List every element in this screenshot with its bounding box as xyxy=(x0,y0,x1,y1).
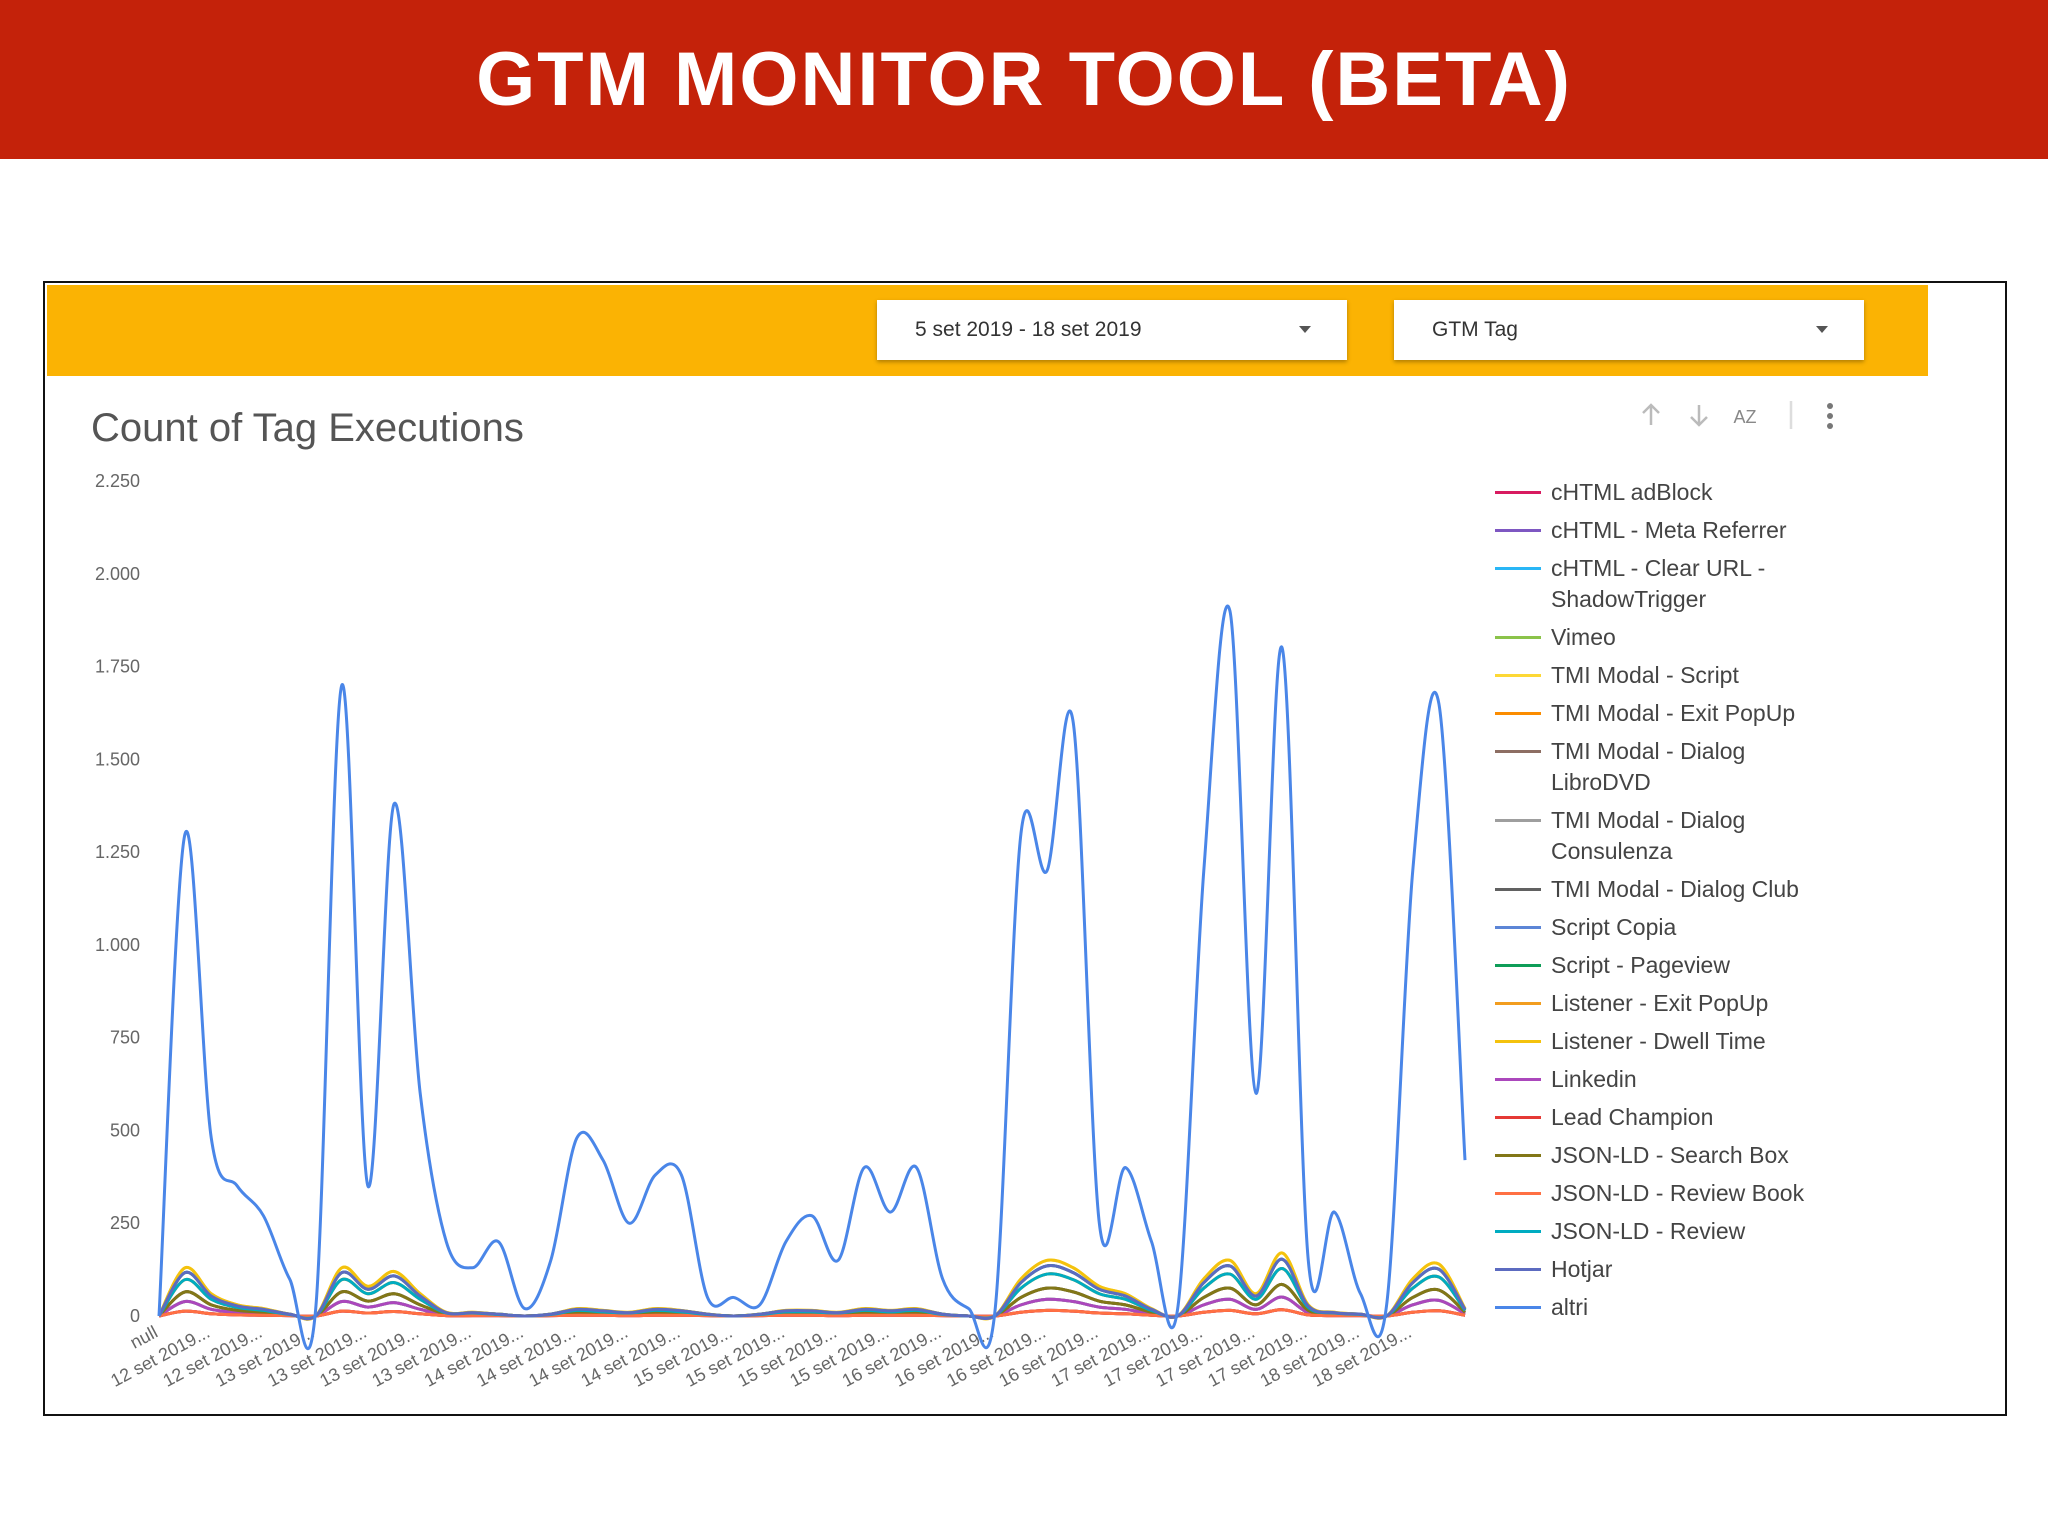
more-icon[interactable] xyxy=(1827,403,1833,429)
legend-item[interactable]: JSON-LD - Search Box xyxy=(1495,1140,1806,1171)
legend-item[interactable]: TMI Modal - Script xyxy=(1495,660,1806,691)
legend-swatch xyxy=(1495,712,1541,715)
series-line xyxy=(158,1308,1466,1318)
legend-item[interactable]: cHTML - Clear URL - ShadowTrigger xyxy=(1495,553,1806,615)
y-tick-label: 500 xyxy=(110,1120,140,1140)
legend-swatch xyxy=(1495,674,1541,677)
legend-swatch xyxy=(1495,1154,1541,1157)
series-line xyxy=(157,604,1467,1351)
date-range-text: 5 set 2019 - 18 set 2019 xyxy=(915,318,1142,341)
legend-swatch xyxy=(1495,819,1541,822)
y-tick-label: 0 xyxy=(130,1306,140,1326)
date-range-dropdown[interactable]: 5 set 2019 - 18 set 2019 xyxy=(877,300,1347,360)
legend-item[interactable]: Vimeo xyxy=(1495,622,1806,653)
legend-swatch xyxy=(1495,567,1541,570)
legend-label: Listener - Exit PopUp xyxy=(1551,990,1769,1016)
y-tick-label: 1.250 xyxy=(95,842,140,862)
legend-item[interactable]: cHTML - Meta Referrer xyxy=(1495,515,1806,546)
filter-bar: 5 set 2019 - 18 set 2019 GTM Tag xyxy=(47,285,1928,376)
chart-title: Count of Tag Executions xyxy=(91,406,524,450)
series-line xyxy=(157,1257,1467,1321)
tag-dropdown[interactable]: GTM Tag xyxy=(1394,300,1864,360)
legend-item[interactable]: Linkedin xyxy=(1495,1064,1806,1095)
y-tick-label: 2.000 xyxy=(95,564,140,584)
legend-item[interactable]: Script Copia xyxy=(1495,912,1806,943)
y-tick-label: 250 xyxy=(110,1213,140,1233)
y-tick-label: 1.750 xyxy=(95,657,140,677)
y-tick-label: 1.000 xyxy=(95,935,140,955)
legend-label: TMI Modal - Script xyxy=(1551,662,1739,688)
chart: AZ 0 250 500 750 1.000 1.250 1.500 1.750 2.000 2.… xyxy=(95,401,1833,1391)
y-tick-label: 1.500 xyxy=(95,749,140,769)
legend: cHTML adBlock cHTML - Meta Referrer cHTML … xyxy=(1495,477,1806,1330)
legend-label: altri xyxy=(1551,1294,1589,1320)
legend-item[interactable]: TMI Modal - Dialog LibroDVD xyxy=(1495,736,1806,798)
legend-label: TMI Modal - Dialog Club xyxy=(1551,876,1799,902)
legend-item[interactable]: JSON-LD - Review Book xyxy=(1495,1178,1806,1209)
legend-swatch xyxy=(1495,926,1541,929)
legend-item[interactable]: TMI Modal - Dialog Consulenza xyxy=(1495,805,1806,867)
legend-item[interactable]: Hotjar xyxy=(1495,1254,1806,1285)
legend-label: JSON-LD - Search Box xyxy=(1551,1142,1789,1168)
legend-swatch xyxy=(1495,964,1541,967)
legend-swatch xyxy=(1495,529,1541,532)
sort-up-icon[interactable] xyxy=(1642,403,1660,425)
legend-label: TMI Modal - Dialog LibroDVD xyxy=(1551,738,1746,795)
legend-label: JSON-LD - Review xyxy=(1551,1218,1746,1244)
toolbar xyxy=(1642,401,1793,429)
legend-swatch xyxy=(1495,1192,1541,1195)
sort-az-icon[interactable]: AZ xyxy=(1733,407,1756,427)
legend-label: Listener - Dwell Time xyxy=(1551,1028,1766,1054)
legend-label: Vimeo xyxy=(1551,624,1616,650)
legend-swatch xyxy=(1495,636,1541,639)
legend-item[interactable]: Lead Champion xyxy=(1495,1102,1806,1133)
y-tick-label: 2.250 xyxy=(95,471,140,491)
legend-label: TMI Modal - Dialog Consulenza xyxy=(1551,807,1746,864)
sort-down-icon[interactable] xyxy=(1690,405,1708,427)
legend-label: Linkedin xyxy=(1551,1066,1637,1092)
dropdown-arrow xyxy=(1816,326,1828,333)
y-tick-label: 750 xyxy=(110,1028,140,1048)
legend-item[interactable]: JSON-LD - Review xyxy=(1495,1216,1806,1247)
legend-swatch xyxy=(1495,1306,1541,1309)
legend-swatch xyxy=(1495,1116,1541,1119)
legend-item[interactable]: TMI Modal - Dialog Club xyxy=(1495,874,1806,905)
legend-swatch xyxy=(1495,1268,1541,1271)
legend-item[interactable]: cHTML adBlock xyxy=(1495,477,1806,508)
tag-filter-text: GTM Tag xyxy=(1432,318,1518,341)
dashboard: 5 set 2019 - 18 set 2019 GTM Tag AZ 0 250… xyxy=(43,281,2007,1416)
legend-label: Script - Pageview xyxy=(1551,952,1730,978)
legend-label: Hotjar xyxy=(1551,1256,1613,1282)
legend-swatch xyxy=(1495,888,1541,891)
legend-item[interactable]: TMI Modal - Exit PopUp xyxy=(1495,698,1806,729)
legend-label: cHTML adBlock xyxy=(1551,479,1713,505)
legend-item[interactable]: altri xyxy=(1495,1292,1806,1323)
legend-label: TMI Modal - Exit PopUp xyxy=(1551,700,1796,726)
legend-item[interactable]: Listener - Dwell Time xyxy=(1495,1026,1806,1057)
legend-swatch xyxy=(1495,750,1541,753)
legend-swatch xyxy=(1495,1002,1541,1005)
legend-label: cHTML - Meta Referrer xyxy=(1551,517,1787,543)
legend-label: Lead Champion xyxy=(1551,1104,1714,1130)
legend-item[interactable]: Listener - Exit PopUp xyxy=(1495,988,1806,1019)
legend-label: cHTML - Clear URL - ShadowTrigger xyxy=(1551,555,1766,612)
slide-title: GTM MONITOR TOOL (BETA) xyxy=(0,0,2048,159)
legend-swatch xyxy=(1495,1078,1541,1081)
legend-swatch xyxy=(1495,491,1541,494)
legend-swatch xyxy=(1495,1230,1541,1233)
legend-label: JSON-LD - Review Book xyxy=(1551,1180,1805,1206)
legend-label: Script Copia xyxy=(1551,914,1677,940)
legend-swatch xyxy=(1495,1040,1541,1043)
legend-item[interactable]: Script - Pageview xyxy=(1495,950,1806,981)
dropdown-arrow xyxy=(1299,326,1311,333)
